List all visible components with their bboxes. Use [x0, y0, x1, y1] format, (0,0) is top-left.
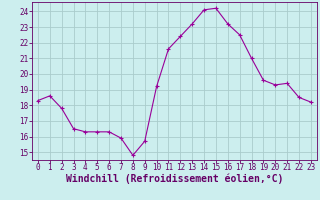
X-axis label: Windchill (Refroidissement éolien,°C): Windchill (Refroidissement éolien,°C): [66, 174, 283, 184]
